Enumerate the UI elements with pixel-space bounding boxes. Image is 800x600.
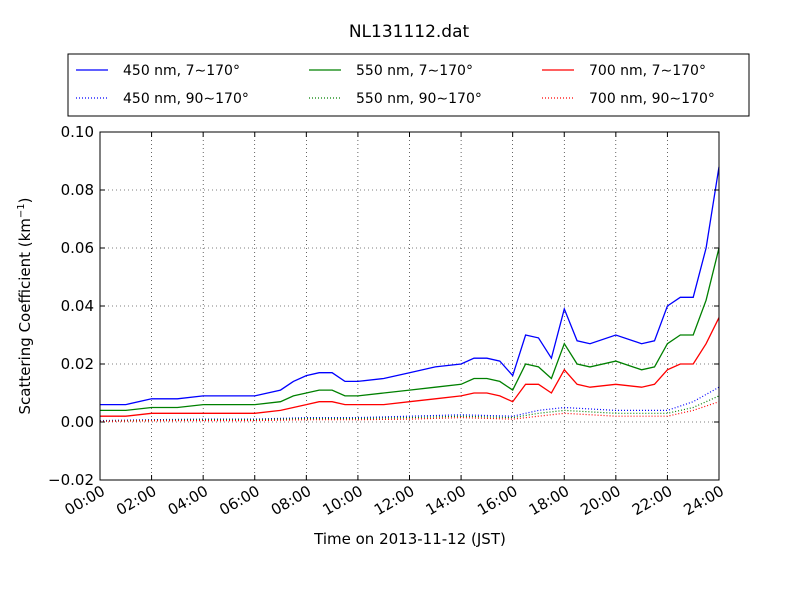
y-tick-label: 0.08 bbox=[61, 181, 94, 199]
y-tick-label: 0.04 bbox=[61, 297, 94, 315]
y-tick-label: −0.02 bbox=[48, 471, 94, 489]
y-axis-label-superscript: −1 bbox=[16, 203, 27, 218]
chart-title: NL131112.dat bbox=[349, 22, 470, 42]
y-tick-label: 0.00 bbox=[61, 413, 94, 431]
series-group bbox=[99, 166, 720, 422]
y-axis-label-close: ) bbox=[16, 197, 34, 203]
y-axis-label: Scattering Coefficient (km−1) bbox=[16, 197, 34, 414]
legend: 450 nm, 7∼170° 550 nm, 7∼170° 700 nm, 7∼17… bbox=[67, 53, 750, 117]
legend-label-1: 550 nm, 7∼170° bbox=[356, 63, 473, 79]
y-tick-label: 0.06 bbox=[61, 239, 94, 257]
series-line-4 bbox=[99, 395, 720, 422]
series-line-0 bbox=[100, 166, 720, 406]
series-line-1 bbox=[100, 247, 720, 412]
legend-label-4: 550 nm, 90∼170° bbox=[356, 91, 482, 107]
legend-box bbox=[67, 53, 750, 117]
y-tick-label: 0.02 bbox=[61, 355, 94, 373]
series-line-2 bbox=[100, 317, 720, 417]
legend-label-3: 450 nm, 90∼170° bbox=[123, 91, 249, 107]
legend-label-2: 700 nm, 7∼170° bbox=[589, 63, 706, 79]
y-tick-labels: −0.02 0.00 0.02 0.04 0.06 0.08 0.10 bbox=[48, 123, 94, 489]
x-axis-label: Time on 2013-11-12 (JST) bbox=[313, 530, 506, 548]
legend-label-5: 700 nm, 90∼170° bbox=[589, 91, 715, 107]
y-tick-label: 0.10 bbox=[61, 123, 94, 141]
y-axis-label-main: Scattering Coefficient (km bbox=[16, 218, 34, 414]
series-line-5 bbox=[99, 401, 720, 422]
ticks bbox=[99, 131, 720, 481]
legend-label-0: 450 nm, 7∼170° bbox=[123, 63, 240, 79]
